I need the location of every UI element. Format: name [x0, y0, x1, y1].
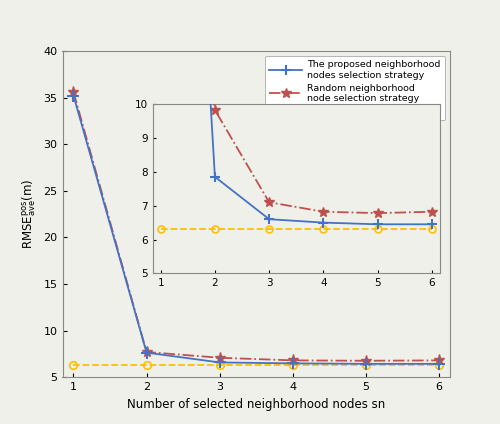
X-axis label: Number of selected neighborhood nodes sn: Number of selected neighborhood nodes sn [127, 398, 386, 411]
Y-axis label: RMSE$_{\mathrm{ave}}^{\mathrm{pos}}$(m): RMSE$_{\mathrm{ave}}^{\mathrm{pos}}$(m) [20, 179, 38, 249]
Legend: The proposed neighborhood
nodes selection strategy, Random neighborhood
node sel: The proposed neighborhood nodes selectio… [264, 56, 446, 120]
